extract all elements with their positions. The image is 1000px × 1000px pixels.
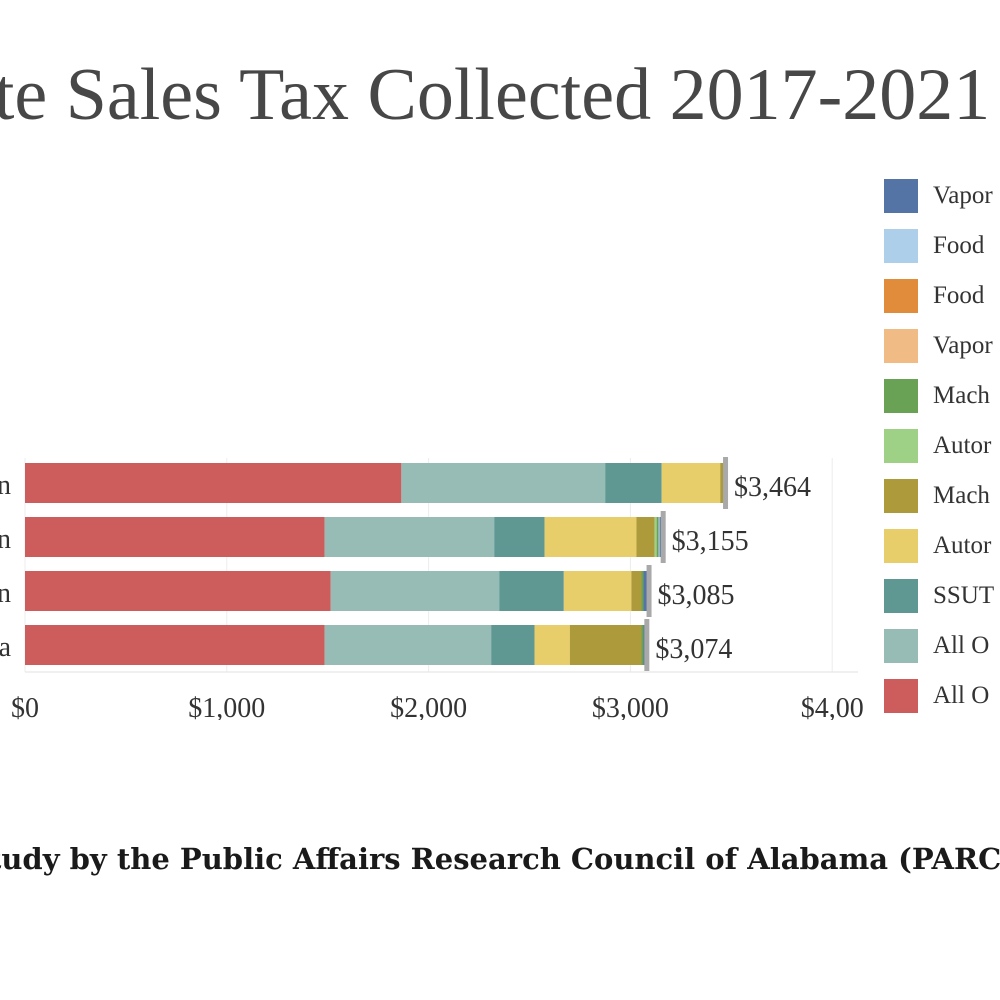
total-label: $3,085 <box>658 580 735 611</box>
legend-label: All O <box>933 632 990 659</box>
legend-item: All O <box>884 676 1000 716</box>
bar-segment <box>636 517 655 557</box>
legend-label: SSUT <box>933 582 995 609</box>
total-marker <box>723 457 729 509</box>
x-tick-label: $4,00 <box>801 693 864 720</box>
x-tick-label: $3,000 <box>592 693 669 720</box>
bar-segment <box>324 625 492 665</box>
legend-label: Vapor <box>933 182 993 209</box>
legend-label: Vapor <box>933 332 993 359</box>
category-label: n <box>0 470 11 501</box>
bar-segment <box>643 571 648 611</box>
bar-segment <box>569 625 642 665</box>
legend-swatch <box>884 329 918 363</box>
total-label: $3,155 <box>672 526 749 557</box>
source-credit: Study by the Public Affairs Research Cou… <box>0 842 1000 876</box>
legend-label: Food <box>933 282 985 309</box>
bar-segment <box>641 571 644 611</box>
legend-swatch <box>884 679 918 713</box>
legend-item: Vapor <box>884 176 1000 216</box>
bar-segment <box>25 625 325 665</box>
legend-label: Mach <box>933 382 990 409</box>
legend-item: All O <box>884 626 1000 666</box>
x-tick-label: $1,000 <box>188 693 265 720</box>
bar-segment <box>641 625 644 665</box>
total-marker <box>660 511 666 563</box>
bar-segment <box>494 517 545 557</box>
legend-item: Vapor <box>884 326 1000 366</box>
bar-segment <box>491 625 535 665</box>
x-tick-label: $0 <box>11 693 39 720</box>
category-label: a <box>0 632 12 663</box>
category-label: n <box>0 578 11 609</box>
legend-item: Food <box>884 226 1000 266</box>
legend-swatch <box>884 379 918 413</box>
legend-item: Food <box>884 276 1000 316</box>
legend-item: Mach <box>884 476 1000 516</box>
legend-item: Mach <box>884 376 1000 416</box>
bar-segment <box>25 571 331 611</box>
total-marker <box>644 619 650 671</box>
total-marker <box>646 565 652 617</box>
bar-segment <box>631 571 642 611</box>
bar-segment <box>720 463 725 503</box>
legend-item: Autor <box>884 426 1000 466</box>
legend-item: Autor <box>884 526 1000 566</box>
legend-label: Mach <box>933 482 990 509</box>
legend-swatch <box>884 629 918 663</box>
legend-label: Autor <box>933 432 992 459</box>
bar-segment <box>401 463 606 503</box>
bar-segment <box>544 517 637 557</box>
bar-segment <box>563 571 632 611</box>
bar-segment <box>654 517 657 557</box>
bar-segment <box>324 517 495 557</box>
bar-segment <box>25 463 402 503</box>
chart-title: ate Sales Tax Collected 2017-2021 <box>0 58 991 132</box>
bar-segment <box>499 571 564 611</box>
bar-segment <box>658 517 660 557</box>
legend-item: SSUT <box>884 576 1000 616</box>
legend-label: All O <box>933 682 990 709</box>
legend: Vapor Food Food Vapor Mach Autor Mach Autor SSUT… <box>884 176 1000 726</box>
legend-swatch <box>884 529 918 563</box>
category-label: n <box>0 524 11 555</box>
legend-swatch <box>884 229 918 263</box>
legend-label: Food <box>933 232 985 259</box>
bar-segment <box>605 463 662 503</box>
legend-label: Autor <box>933 532 992 559</box>
legend-swatch <box>884 479 918 513</box>
bar-segment <box>661 463 721 503</box>
total-label: $3,464 <box>734 472 811 503</box>
bar-segment <box>534 625 570 665</box>
bar-segment <box>656 517 659 557</box>
bar-chart: $0 $1,000 $2,000 $3,000 $4,00 $3,464 n $3,155 n $… <box>0 457 864 720</box>
x-tick-label: $2,000 <box>390 693 467 720</box>
bar-segment <box>330 571 500 611</box>
legend-swatch <box>884 429 918 463</box>
legend-swatch <box>884 579 918 613</box>
total-label: $3,074 <box>655 634 732 665</box>
legend-swatch <box>884 179 918 213</box>
bar-segment <box>659 517 662 557</box>
bar-segment <box>25 517 325 557</box>
legend-swatch <box>884 279 918 313</box>
